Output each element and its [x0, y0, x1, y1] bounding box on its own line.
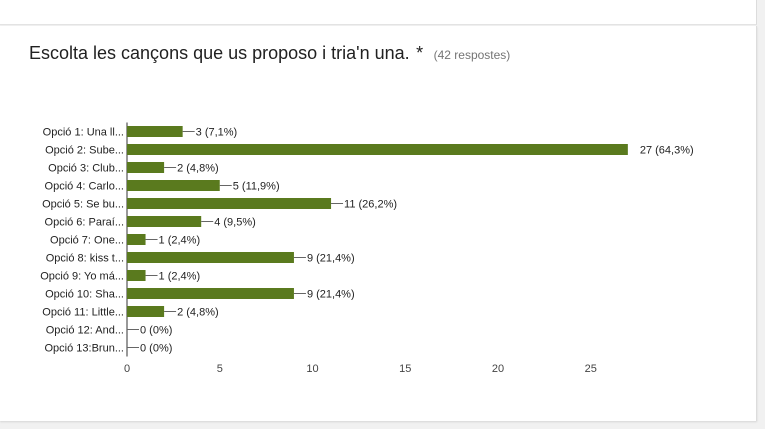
top-card-edge — [0, 0, 757, 25]
category-label: Opció 10: Sha... — [45, 289, 124, 301]
value-label: 11 (26,2%) — [344, 199, 397, 211]
value-label: 4 (9,5%) — [214, 217, 256, 229]
bar — [127, 126, 183, 137]
value-label: 0 (0%) — [140, 325, 172, 337]
value-label: 27 (64,3%) — [640, 145, 694, 157]
bar — [127, 216, 202, 227]
x-tick-label: 0 — [124, 363, 130, 375]
bar — [127, 288, 294, 299]
bar — [127, 144, 628, 155]
bar — [127, 270, 146, 281]
bar — [127, 198, 332, 209]
category-label: Opció 2: Sube... — [45, 145, 124, 157]
value-label: 9 (21,4%) — [307, 289, 355, 301]
question-header: Escolta les cançons que us proposo i tri… — [29, 43, 510, 64]
category-label: Opció 1: Una ll... — [43, 127, 124, 139]
value-label: 2 (4,8%) — [177, 163, 219, 175]
bar — [127, 162, 165, 173]
value-label: 9 (21,4%) — [307, 253, 355, 265]
category-label: Opció 11: Little... — [42, 307, 124, 319]
value-label: 1 (2,4%) — [159, 271, 201, 283]
bar — [127, 180, 220, 191]
x-tick-label: 25 — [585, 363, 597, 375]
value-label: 1 (2,4%) — [159, 235, 201, 247]
category-label: Opció 3: Club... — [48, 163, 124, 175]
x-tick-label: 10 — [306, 363, 318, 375]
category-label: Opció 8: kiss t... — [46, 253, 124, 265]
x-tick-label: 20 — [492, 363, 504, 375]
question-title: Escolta les cançons que us proposo i tri… — [29, 43, 410, 63]
required-marker: * — [416, 43, 424, 63]
question-card — [0, 26, 757, 421]
category-label: Opció 13:Brun... — [45, 343, 125, 355]
x-tick-label: 15 — [399, 363, 411, 375]
value-label: 3 (7,1%) — [196, 127, 238, 139]
bar — [127, 234, 146, 245]
category-label: Opció 7: One... — [50, 235, 124, 247]
response-count: (42 respostes) — [433, 48, 511, 62]
category-label: Opció 9: Yo má... — [40, 271, 124, 283]
bar — [127, 306, 165, 317]
category-label: Opció 4: Carlo... — [45, 181, 124, 193]
category-label: Opció 6: Paraí... — [45, 217, 124, 229]
value-label: 2 (4,8%) — [177, 307, 219, 319]
x-tick-label: 5 — [217, 363, 223, 375]
value-label: 0 (0%) — [140, 343, 172, 355]
category-label: Opció 5: Se bu... — [42, 199, 124, 211]
bar — [127, 252, 294, 263]
category-label: Opció 12: And... — [46, 325, 124, 337]
value-label: 5 (11,9%) — [233, 181, 280, 193]
